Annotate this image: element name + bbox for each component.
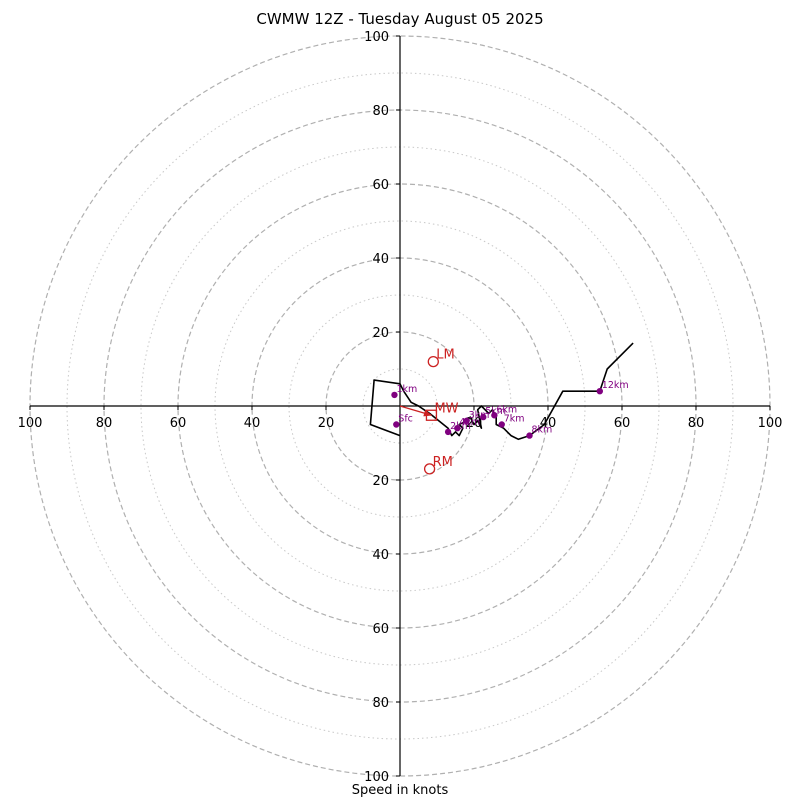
x-tick-label-right-100: 100 (758, 416, 783, 431)
y-tick-label-top-60: 60 (372, 178, 389, 193)
rm-marker (423, 463, 436, 475)
lm-marker (427, 355, 439, 368)
x-tick-label-left-40: 40 (244, 416, 261, 431)
y-tick-label-top-100: 100 (364, 30, 389, 45)
height-label-4km: 4km (459, 417, 480, 428)
height-point-sfc (393, 421, 400, 428)
height-label-3km: 3km (469, 410, 490, 421)
height-point-7km (498, 421, 505, 428)
y-tick-label-bottom-20: 20 (372, 474, 389, 489)
height-label-12km: 12km (602, 380, 629, 391)
height-point-12km (596, 388, 603, 395)
storm-motion-markers: LM RM MW (399, 348, 459, 475)
x-tick-label-left-20: 20 (318, 416, 335, 431)
y-tick-label-bottom-60: 60 (372, 622, 389, 637)
height-point-5km (480, 413, 487, 421)
x-tick-label-right-80: 80 (688, 416, 705, 431)
chart-title: CWMW 12Z - Tuesday August 05 2025 (256, 10, 544, 28)
height-point-1km (391, 391, 398, 399)
hodograph-line (369, 342, 634, 441)
x-tick-label-right-40: 40 (540, 416, 557, 431)
y-tick-label-top-80: 80 (372, 104, 389, 119)
height-point-3km (463, 417, 470, 424)
height-point-2km (444, 428, 452, 436)
height-label-sfc: Sfc (398, 414, 413, 425)
height-point-6km (491, 412, 498, 419)
x-tick-label-left-60: 60 (170, 416, 187, 431)
x-axis-label: Speed in knots (351, 783, 449, 798)
height-label-6km: 6km (496, 404, 517, 415)
lm-label: LM (436, 348, 454, 363)
x-tick-label-left-80: 80 (96, 416, 113, 431)
x-tick-label-right-60: 60 (614, 416, 631, 431)
hodograph-trace (369, 342, 634, 441)
y-tick-label-top-20: 20 (372, 326, 389, 341)
mw-label: MW (434, 401, 458, 416)
rm-label: RM (433, 455, 453, 470)
y-tick-label-bottom-80: 80 (372, 696, 389, 711)
height-label-2km: 2km (450, 421, 471, 432)
height-label-1km: 1km (396, 384, 417, 395)
y-tick-label-top-40: 40 (372, 252, 389, 267)
height-label-7km: 7km (504, 414, 525, 425)
mw-marker (425, 409, 438, 421)
height-label-5km: 5km (485, 406, 506, 417)
height-point-4km (454, 425, 461, 432)
y-tick-label-bottom-40: 40 (372, 548, 389, 563)
height-point-8km (526, 432, 533, 439)
height-label-8km: 8km (532, 425, 553, 436)
y-tick-label-bottom-100: 100 (364, 770, 389, 785)
x-tick-label-left-100: 100 (18, 416, 43, 431)
